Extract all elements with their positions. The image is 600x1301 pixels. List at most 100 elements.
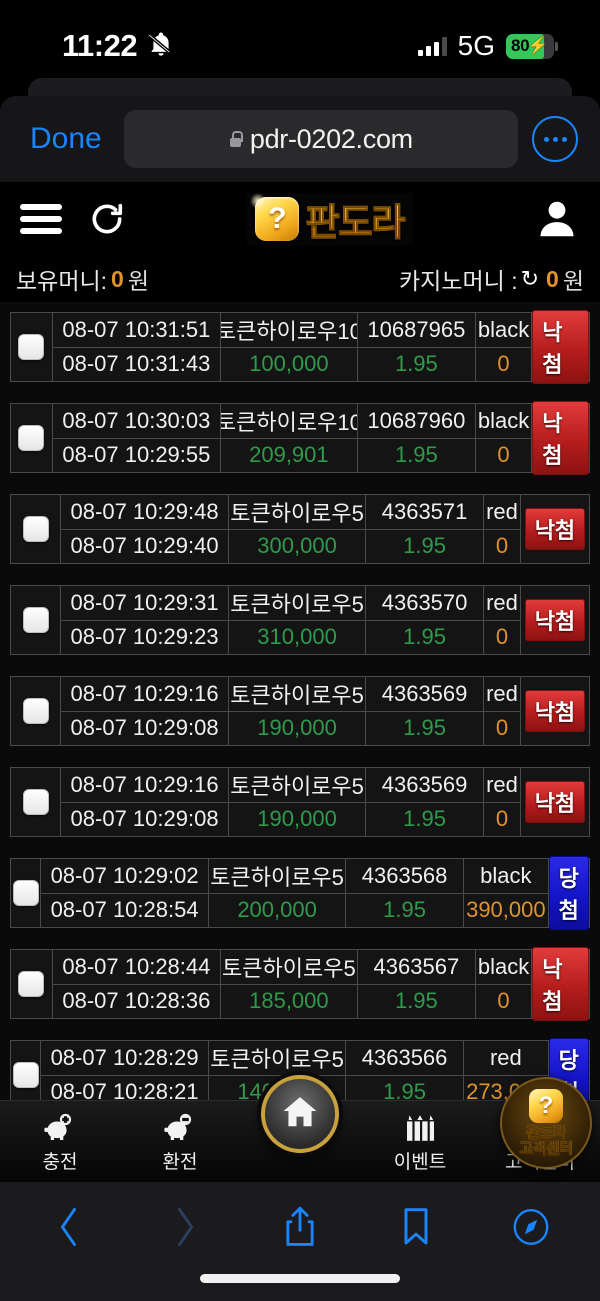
- casino-value: 0: [546, 265, 559, 292]
- row-line-top: 08-07 10:29:16 토큰하이로우5 4363569 red: [61, 677, 520, 712]
- row-result-cell: 낙첨: [531, 947, 589, 1021]
- row-checkbox[interactable]: [18, 425, 45, 451]
- safari-bottom-toolbar: [0, 1182, 600, 1301]
- piggy-bank-minus-icon: [163, 1109, 197, 1143]
- row-checkbox[interactable]: [18, 334, 45, 360]
- row-line-bottom: 08-07 10:28:36 185,000 1.95 0: [53, 984, 531, 1018]
- status-right: 5G 80 ⚡: [417, 30, 558, 62]
- status-badge: 낙첨: [532, 310, 589, 384]
- nav-label-exchange: 환전: [162, 1152, 198, 1173]
- cell-payout: 0: [497, 988, 510, 1014]
- ios-status-bar: 11:22 5G 80 ⚡: [0, 0, 600, 92]
- cell-pick: red: [486, 498, 518, 524]
- row-grid: 08-07 10:29:02 토큰하이로우5 4363568 black 08-07 1…: [41, 859, 548, 927]
- casino-label: 카지노머니 :: [399, 268, 518, 294]
- row-checkbox[interactable]: [12, 1062, 39, 1088]
- balance-label: 보유머니:: [16, 268, 108, 294]
- cell-payout: 0: [495, 715, 509, 741]
- nav-label-event: 이벤트: [393, 1152, 447, 1173]
- table-row[interactable]: 08-07 10:28:44 토큰하이로우5 4363567 black 08-07 1…: [10, 947, 590, 1021]
- cell-odds: 1.95: [366, 711, 485, 745]
- row-checkbox-cell[interactable]: [11, 495, 62, 563]
- cell-pick: red: [489, 1044, 522, 1070]
- cell-amount: 300,000: [229, 529, 367, 563]
- share-icon[interactable]: [271, 1198, 329, 1256]
- user-avatar-icon[interactable]: [534, 196, 580, 242]
- cell-amount: 190,000: [229, 802, 367, 836]
- casino-money: 카지노머니 : ↻ 0 원: [399, 262, 584, 296]
- table-row[interactable]: 08-07 10:29:48 토큰하이로우5 4363571 red 08-07 10:…: [10, 494, 590, 564]
- cell-odds: 1.95: [358, 984, 476, 1018]
- table-row[interactable]: 08-07 10:29:16 토큰하이로우5 4363569 red 08-07 10:…: [10, 767, 590, 837]
- ellipsis-icon[interactable]: [532, 116, 578, 162]
- cs-float-line1: 판도라: [526, 1124, 567, 1142]
- row-line-top: 08-07 10:28:44 토큰하이로우5 4363567 black: [52, 950, 532, 985]
- home-indicator: [200, 1274, 400, 1283]
- refresh-small-icon[interactable]: ↻: [520, 266, 540, 291]
- site-logo[interactable]: ? 판도라: [247, 193, 413, 245]
- row-checkbox-cell[interactable]: [11, 404, 53, 472]
- row-checkbox-cell[interactable]: [11, 859, 42, 927]
- row-result-cell: 낙첨: [531, 310, 589, 384]
- site-webview: ? 판도라 보유머니: 0 원 카지노머니 : ↻ 0 원: [0, 182, 600, 1182]
- site-header: ? 판도라: [0, 182, 600, 256]
- cell-settle-time: 08-07 10:29:40: [61, 529, 230, 563]
- cell-amount: 200,000: [209, 893, 347, 927]
- nav-item-home[interactable]: [240, 1075, 360, 1182]
- row-checkbox[interactable]: [22, 698, 49, 724]
- row-grid: 08-07 10:29:16 토큰하이로우5 4363569 red 08-07 10:…: [61, 768, 520, 836]
- row-checkbox[interactable]: [12, 880, 39, 906]
- url-bar[interactable]: pdr-0202.com: [123, 110, 518, 168]
- done-button[interactable]: Done: [30, 122, 102, 155]
- cs-float-line2: 고객센터: [519, 1140, 573, 1157]
- chevron-left-icon[interactable]: [40, 1198, 98, 1256]
- row-checkbox-cell[interactable]: [11, 313, 53, 381]
- row-checkbox[interactable]: [22, 789, 49, 815]
- row-line-bottom: 08-07 10:29:55 209,901 1.95 0: [53, 438, 531, 472]
- hamburger-menu-icon[interactable]: [20, 204, 62, 234]
- row-line-top: 08-07 10:29:31 토큰하이로우5 4363570 red: [61, 586, 520, 621]
- balance-money: 보유머니: 0 원: [16, 262, 149, 296]
- cell-game-name: 토큰하이로우5: [229, 495, 367, 529]
- row-checkbox-cell[interactable]: [11, 950, 53, 1018]
- row-checkbox[interactable]: [22, 607, 49, 633]
- row-checkbox-cell[interactable]: [11, 677, 62, 745]
- row-line-bottom: 08-07 10:29:23 310,000 1.95 0: [61, 620, 520, 654]
- chevron-right-icon: [156, 1198, 214, 1256]
- table-row[interactable]: 08-07 10:29:02 토큰하이로우5 4363568 black 08-07 1…: [10, 856, 590, 930]
- table-row[interactable]: 08-07 10:29:31 토큰하이로우5 4363570 red 08-07 10:…: [10, 585, 590, 655]
- cell-round-id: 4363570: [366, 586, 485, 620]
- table-row[interactable]: 08-07 10:31:51 토큰하이로우10 10687965 black 08-07…: [10, 310, 590, 384]
- cell-pick: black: [480, 862, 532, 888]
- status-badge: 당첨: [548, 856, 589, 930]
- cell-bet-time: 08-07 10:28:44: [53, 950, 221, 984]
- home-button[interactable]: [261, 1075, 339, 1153]
- row-checkbox[interactable]: [18, 971, 45, 997]
- cell-bet-time: 08-07 10:29:02: [41, 859, 210, 893]
- cell-round-id: 4363569: [366, 677, 485, 711]
- cell-bet-time: 08-07 10:29:48: [61, 495, 230, 529]
- cell-round-id: 4363571: [366, 495, 485, 529]
- row-checkbox-cell[interactable]: [11, 586, 62, 654]
- customer-center-float-button[interactable]: ? 판도라 고객센터: [500, 1077, 592, 1169]
- cell-bet-time: 08-07 10:29:16: [61, 677, 230, 711]
- compass-icon[interactable]: [502, 1198, 560, 1256]
- row-result-cell: 당첨: [547, 856, 589, 930]
- cell-settle-time: 08-07 10:29:23: [61, 620, 230, 654]
- nav-item-charge[interactable]: 충전: [0, 1101, 120, 1182]
- status-left: 11:22: [62, 28, 175, 64]
- row-line-top: 08-07 10:30:03 토큰하이로우10 10687960 black: [52, 404, 532, 439]
- bookmark-icon[interactable]: [387, 1198, 445, 1256]
- cell-settle-time: 08-07 10:31:43: [53, 347, 221, 381]
- nav-item-exchange[interactable]: 환전: [120, 1101, 240, 1182]
- row-checkbox-cell[interactable]: [11, 1041, 42, 1109]
- cell-round-id: 10687960: [358, 404, 476, 438]
- table-row[interactable]: 08-07 10:30:03 토큰하이로우10 10687960 black 08-07…: [10, 401, 590, 475]
- site-bottom-nav: 충전 환전: [0, 1075, 600, 1182]
- cell-payout: 0: [497, 351, 510, 377]
- refresh-icon[interactable]: [88, 200, 126, 238]
- nav-item-event[interactable]: 이벤트: [360, 1101, 480, 1182]
- table-row[interactable]: 08-07 10:29:16 토큰하이로우5 4363569 red 08-07 10:…: [10, 676, 590, 746]
- row-checkbox-cell[interactable]: [11, 768, 62, 836]
- row-checkbox[interactable]: [22, 516, 49, 542]
